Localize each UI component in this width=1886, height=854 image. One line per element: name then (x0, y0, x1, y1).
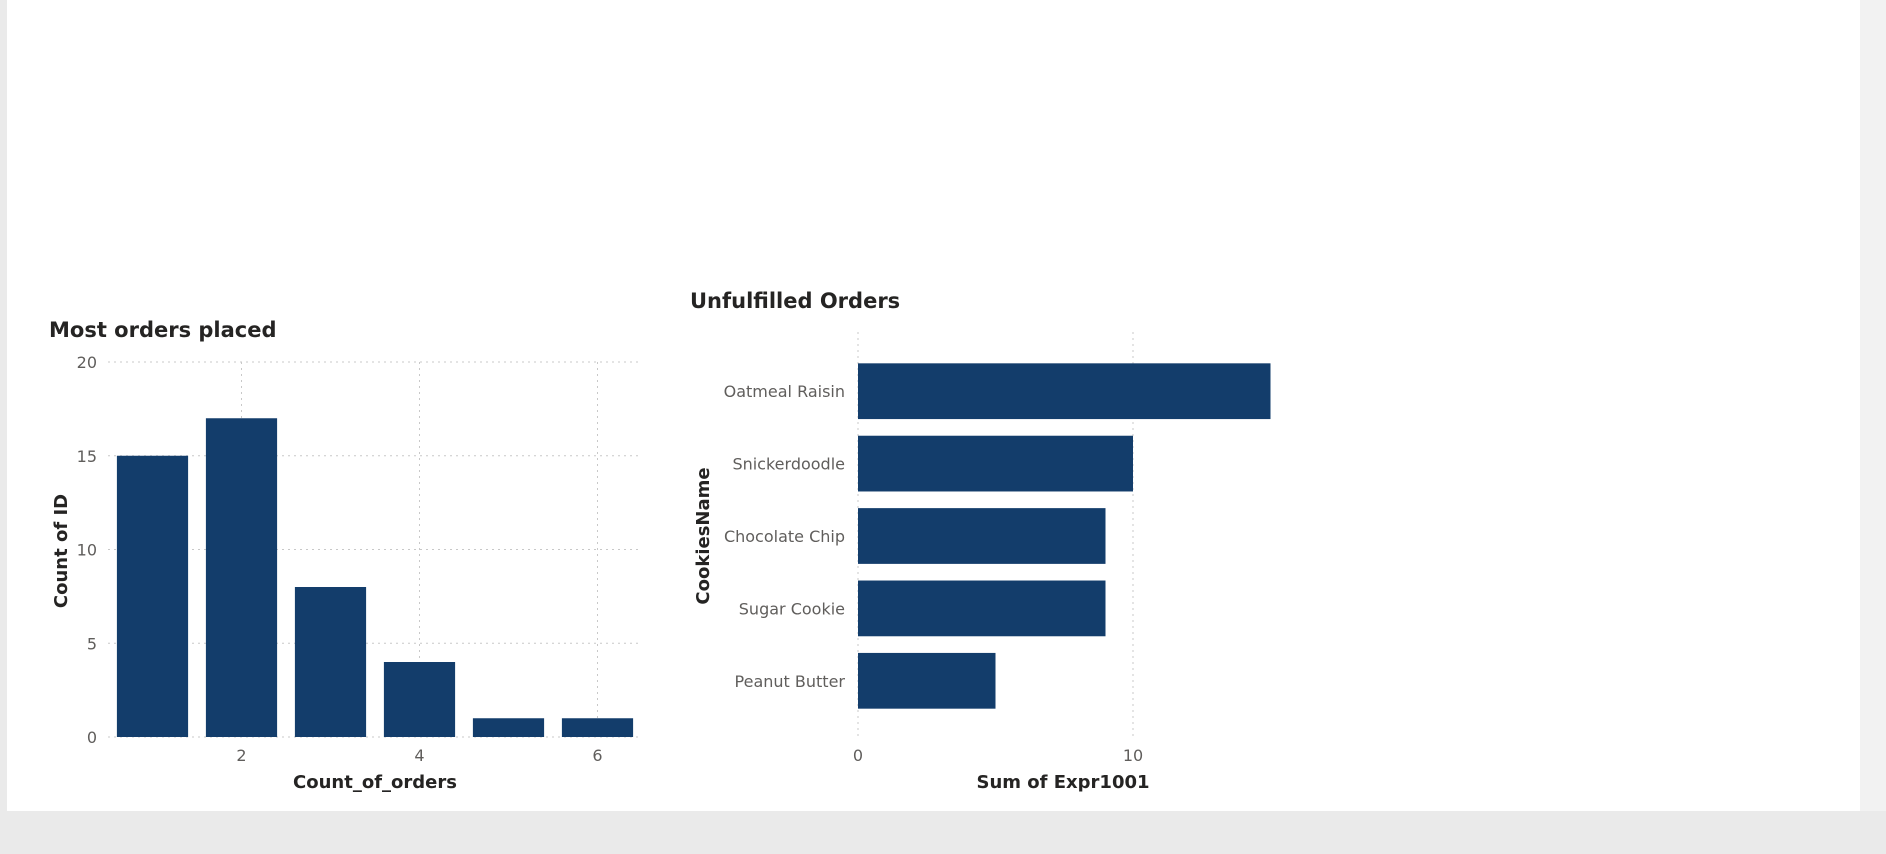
chart1-x-axis-title: Count_of_orders (293, 772, 457, 793)
chart2-category-label: Oatmeal Raisin (724, 382, 845, 401)
chart2-x-tick-label: 0 (853, 746, 863, 765)
chart1-y-tick-label: 10 (77, 541, 97, 560)
chart1-x-tick-label: 2 (236, 746, 246, 765)
chart2-bar (858, 435, 1133, 492)
chart2-x-tick-label: 10 (1123, 746, 1143, 765)
chart2-category-label: Snickerdoodle (732, 455, 845, 474)
chart1-bar (205, 418, 278, 737)
chart2-bar (858, 508, 1106, 564)
chart1-bar (472, 718, 545, 737)
chart1-bar (383, 662, 456, 737)
chart1-y-tick-label: 20 (77, 353, 97, 372)
chart1-y-axis-title: Count of ID (51, 494, 72, 608)
chart1-bar (116, 455, 189, 737)
chart1-y-tick-label: 5 (87, 634, 97, 653)
chart2-x-axis-title: Sum of Expr1001 (976, 772, 1149, 793)
chart2-y-axis-title: CookiesName (693, 467, 714, 604)
chart2-category-label: Sugar Cookie (739, 599, 845, 618)
chart1-x-tick-label: 4 (414, 746, 424, 765)
chart1-y-tick-label: 0 (87, 728, 97, 747)
chart1-bar (561, 718, 634, 737)
chart2-category-label: Peanut Butter (735, 672, 846, 691)
right-panel-edge (1860, 0, 1886, 811)
chart2-bar (858, 580, 1106, 637)
chart2-bar (858, 652, 996, 709)
chart1-y-tick-label: 15 (77, 447, 97, 466)
chart-title-most-orders: Most orders placed (49, 318, 277, 342)
chart-title-unfulfilled-orders: Unfulfilled Orders (690, 289, 901, 313)
chart1-x-tick-label: 6 (592, 746, 602, 765)
chart1-bar (294, 587, 367, 737)
chart2-category-label: Chocolate Chip (724, 527, 845, 546)
chart2-bar (858, 363, 1271, 420)
